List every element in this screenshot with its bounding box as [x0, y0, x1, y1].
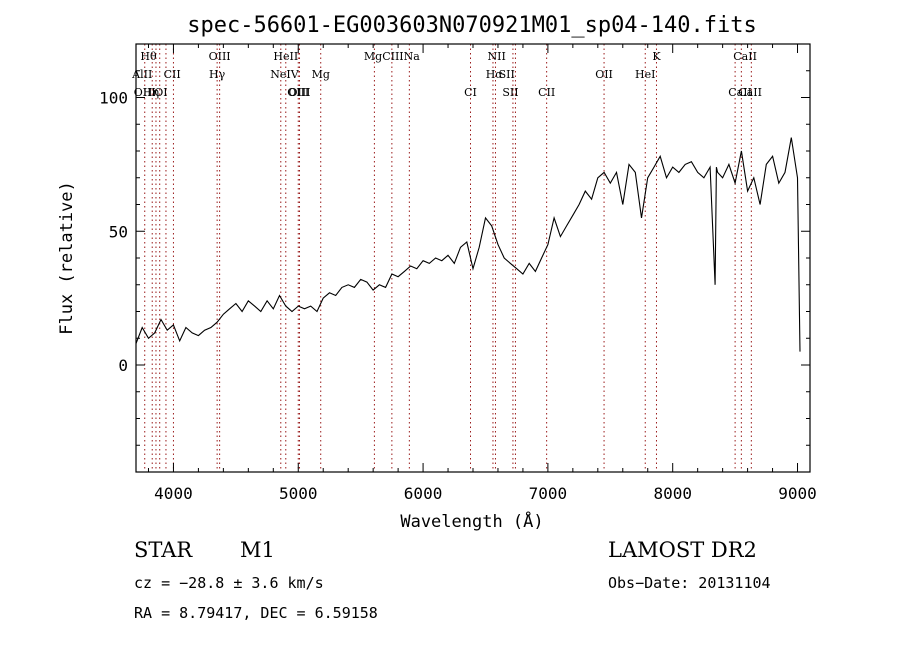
line-label: OII [595, 68, 613, 81]
y-tick-label: 50 [109, 222, 128, 241]
spectrum-series-line [135, 137, 801, 352]
line-label: CII [538, 86, 555, 99]
x-tick-label: 7000 [529, 484, 568, 503]
line-label: Hα [486, 68, 504, 81]
line-label: CaII [738, 86, 762, 99]
line-label: Hη [143, 86, 159, 99]
object-class: STAR [134, 538, 193, 562]
plot-frame [135, 43, 811, 473]
line-label: Hθ [140, 50, 157, 63]
line-label: CII [164, 68, 181, 81]
x-axis-label: Wavelength (Å) [400, 510, 543, 532]
y-tick-label: 100 [99, 89, 128, 108]
line-label: Hγ [209, 68, 226, 81]
y-axis-label: Flux (relative) [57, 181, 77, 335]
spectral-line-labels: HθAlIIOIIIHηOICIIOIIIHγHeIINeIVOIIIOIIIM… [131, 50, 762, 99]
x-tick-label: 5000 [279, 484, 318, 503]
line-label: OIII [288, 86, 310, 99]
spectral-line-markers [144, 44, 752, 472]
line-label: K [652, 50, 661, 63]
line-label: NeIV [270, 68, 299, 81]
line-label: HeI [635, 68, 655, 81]
line-label: OIII [134, 86, 156, 99]
line-label: CaII [728, 86, 752, 99]
line-label: CaII [733, 50, 757, 63]
line-label: HeII [273, 50, 298, 63]
x-tick-label: 9000 [778, 484, 817, 503]
line-label: OIII [287, 86, 309, 99]
x-tick-label: 6000 [404, 484, 443, 503]
redshift-value: cz = −28.8 ± 3.6 km/s [134, 574, 324, 592]
object-subclass: M1 [240, 538, 275, 562]
line-label: SII [502, 86, 518, 99]
line-label: OI [154, 86, 167, 99]
line-label: OIII [209, 50, 231, 63]
line-label: MgCIIINa [364, 50, 420, 63]
line-label: NII [488, 50, 506, 63]
line-label: CI [464, 86, 477, 99]
y-tick-label: 0 [118, 356, 128, 375]
obs-date: Obs−Date: 20131104 [608, 574, 771, 592]
line-label: SII [499, 68, 515, 81]
chart-title: spec-56601-EG003603N070921M01_sp04-140.f… [187, 13, 757, 38]
survey-name: LAMOST DR2 [608, 538, 757, 562]
y-axis: 0 50 100 [99, 43, 810, 473]
line-label: Mg [312, 68, 330, 81]
x-tick-label: 4000 [154, 484, 193, 503]
line-label: AlII [131, 68, 152, 81]
x-axis: 4000 5000 6000 7000 8000 9000 [147, 44, 817, 503]
x-tick-label: 8000 [653, 484, 692, 503]
coordinates: RA = 8.79417, DEC = 6.59158 [134, 604, 378, 622]
